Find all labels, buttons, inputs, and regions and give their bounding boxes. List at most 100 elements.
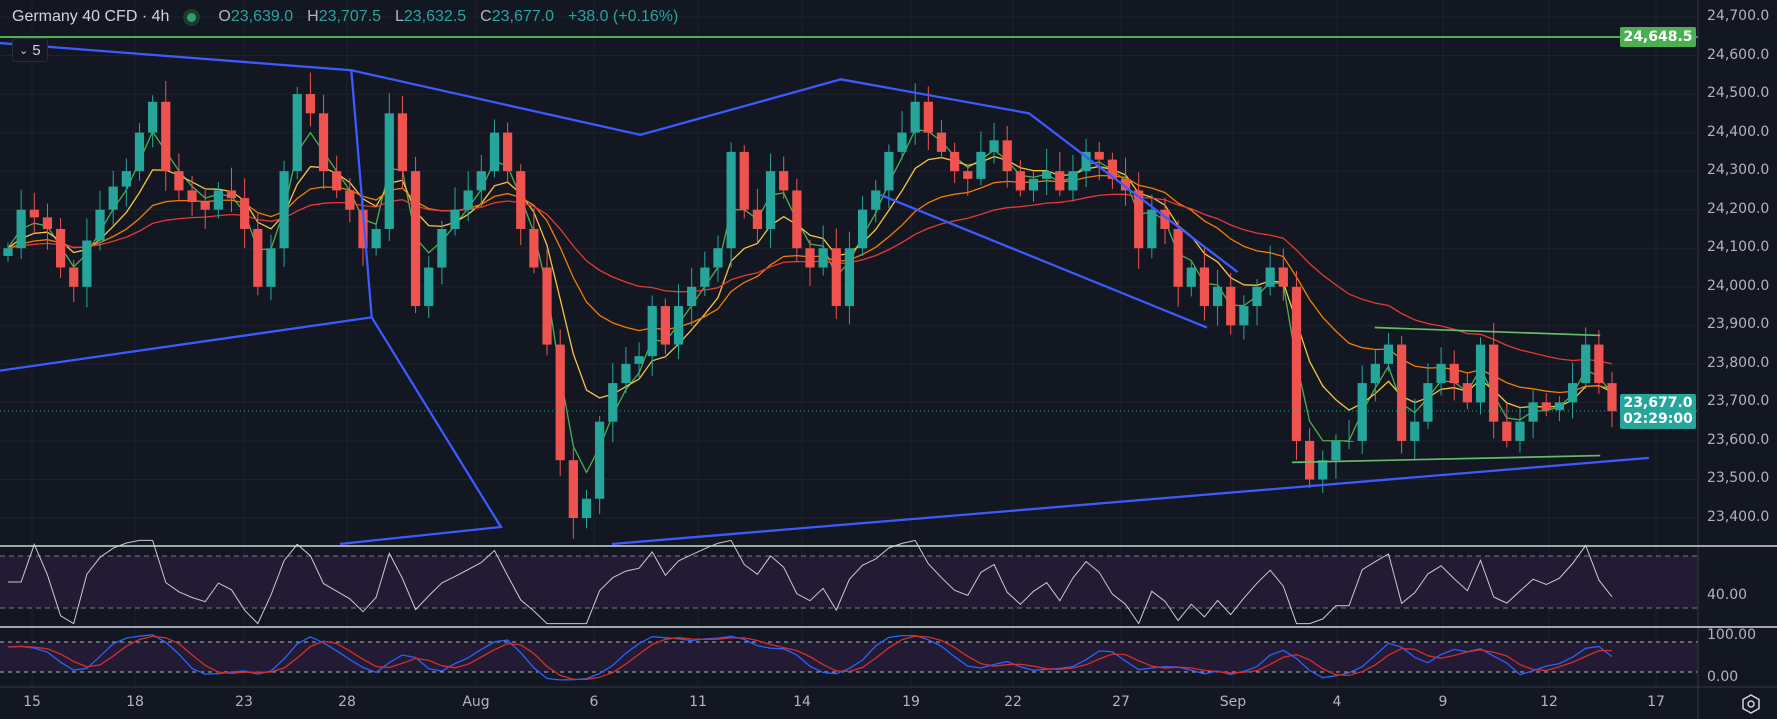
time-tick: 19	[902, 694, 920, 710]
candle-body	[1212, 286, 1223, 307]
candle-body	[700, 267, 710, 287]
candle-body	[187, 190, 197, 202]
candle-body	[463, 190, 473, 210]
legend-header: Germany 40 CFD · 4h O 23,639.0 H 23,707.5 …	[12, 8, 684, 26]
high-label: H	[307, 8, 319, 25]
time-tick: 17	[1647, 694, 1665, 710]
candle-body	[1370, 363, 1380, 384]
candle-body	[963, 171, 973, 179]
candle-body	[529, 228, 539, 268]
candle-body	[1239, 306, 1249, 326]
settings-icon[interactable]	[1740, 693, 1762, 715]
candle-body	[1252, 286, 1262, 307]
symbol-title[interactable]: Germany 40 CFD · 4h	[12, 8, 170, 25]
candle-body	[818, 248, 828, 268]
candle-body	[476, 171, 486, 191]
price-tick: 23,600.0	[1707, 431, 1770, 448]
candle-body	[660, 306, 670, 345]
candle-body	[1199, 267, 1210, 307]
candle-body	[397, 113, 408, 172]
candle-body	[1160, 209, 1170, 229]
candle-body	[134, 132, 145, 172]
stoch-band	[0, 642, 1698, 672]
open-label: O	[218, 8, 231, 25]
trendline-drawings[interactable]	[0, 41, 1650, 546]
price-tick: 23,400.0	[1707, 509, 1770, 526]
indicator-count: 5	[32, 41, 41, 59]
price-tick: 24,700.0	[1707, 8, 1770, 24]
range-bottom-line[interactable]	[1291, 454, 1601, 464]
candle-body	[1489, 344, 1499, 422]
price-tick: 24,200.0	[1707, 200, 1770, 217]
candle-body	[503, 132, 513, 172]
candle-body	[910, 101, 920, 133]
candle-body	[1278, 267, 1288, 287]
candle-body	[55, 228, 66, 268]
candle-body	[1173, 228, 1183, 287]
collapse-indicators-button[interactable]: ⌄ 5	[12, 38, 48, 62]
candle-body	[1607, 383, 1617, 412]
candle-body	[1094, 151, 1104, 160]
candle-body	[634, 356, 644, 364]
candle-body	[424, 267, 434, 307]
candle-body	[1318, 460, 1328, 480]
candle-body	[266, 248, 276, 287]
candle-body	[82, 240, 92, 287]
candle-body	[410, 171, 421, 307]
candle-body	[279, 171, 289, 249]
candle-body	[1554, 402, 1565, 411]
candle-body	[332, 171, 342, 191]
august-low-trendline[interactable]	[339, 316, 503, 546]
candle-body	[1502, 421, 1512, 441]
candle-body	[174, 171, 184, 191]
candle-body	[1449, 363, 1459, 384]
current-price-tag: 23,677.0 02:29:00	[1620, 394, 1696, 429]
candle-body	[42, 217, 53, 229]
candle-body	[752, 209, 763, 229]
candle-body	[1397, 344, 1407, 441]
candle-body	[1028, 178, 1039, 191]
low-value: 23,632.5	[403, 8, 467, 25]
time-tick: 23	[235, 694, 253, 710]
candle-body	[95, 209, 105, 241]
candle-body	[568, 460, 578, 519]
candle-body	[121, 171, 131, 187]
chevron-down-icon: ⌄	[19, 44, 29, 57]
candle-body	[1344, 440, 1354, 442]
alert-price-tag[interactable]: 24,648.5	[1620, 27, 1696, 47]
upper-trendline[interactable]	[0, 41, 1239, 273]
candle-body	[581, 498, 592, 519]
time-tick: 18	[126, 694, 144, 710]
candle-body	[292, 94, 302, 172]
candle-body	[1015, 171, 1025, 191]
long-support-trendline[interactable]	[611, 456, 1650, 546]
price-tick: 23,500.0	[1707, 470, 1770, 487]
high-value: 23,707.5	[318, 8, 381, 25]
candle-body	[726, 151, 736, 249]
time-tick: Sep	[1219, 694, 1247, 710]
time-tick: 12	[1540, 694, 1558, 710]
change-value: +38.0 (+0.16%)	[568, 8, 679, 25]
range-top-line[interactable]	[1374, 326, 1601, 337]
candle-body	[1068, 171, 1078, 191]
moving-averages	[7, 129, 1613, 474]
price-tick: 24,000.0	[1707, 277, 1770, 294]
channel-lower-trendline[interactable]	[880, 193, 1208, 329]
time-tick: 28	[338, 694, 356, 710]
candle-body	[1291, 286, 1302, 441]
candle-body	[765, 171, 776, 229]
close-value: 23,677.0	[491, 8, 554, 25]
candle-body	[1265, 267, 1275, 287]
time-tick: 11	[689, 694, 707, 710]
candle-body	[542, 267, 552, 345]
candle-body	[950, 151, 960, 172]
candle-body	[713, 248, 723, 268]
candle-body	[779, 171, 789, 191]
stoch-axis-bottom: 0.00	[1707, 669, 1739, 685]
candle-body	[1357, 383, 1367, 441]
candle-body	[1305, 440, 1315, 480]
price-tick: 24,600.0	[1707, 46, 1770, 63]
candle-body	[1107, 159, 1117, 179]
candle-body	[923, 101, 933, 133]
